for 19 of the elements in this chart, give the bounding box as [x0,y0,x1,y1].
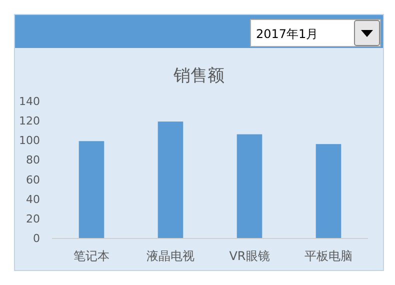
x-tick-label: 液晶电视 [146,249,194,263]
y-tick-label: 80 [26,154,40,167]
y-tick-label: 60 [26,173,40,186]
y-tick-label: 20 [26,212,40,226]
y-tick-label: 100 [19,134,40,148]
x-tick-label: 笔记本 [74,249,110,263]
y-tick-label: 140 [19,95,40,108]
y-tick-label: 40 [26,192,40,206]
bar [158,122,184,238]
x-tick-label: 平板电脑 [304,249,352,263]
chart-title: 销售额 [172,66,224,86]
y-tick-label: 0 [33,232,40,245]
dropdown: 2017年1月 [250,19,381,47]
bar [316,144,342,238]
y-tick-label: 120 [19,114,40,128]
chart-subtitle: 2017年1月 [256,27,318,41]
x-tick-label: VR眼镜 [229,249,270,263]
bar [78,141,104,238]
bar [236,134,262,238]
